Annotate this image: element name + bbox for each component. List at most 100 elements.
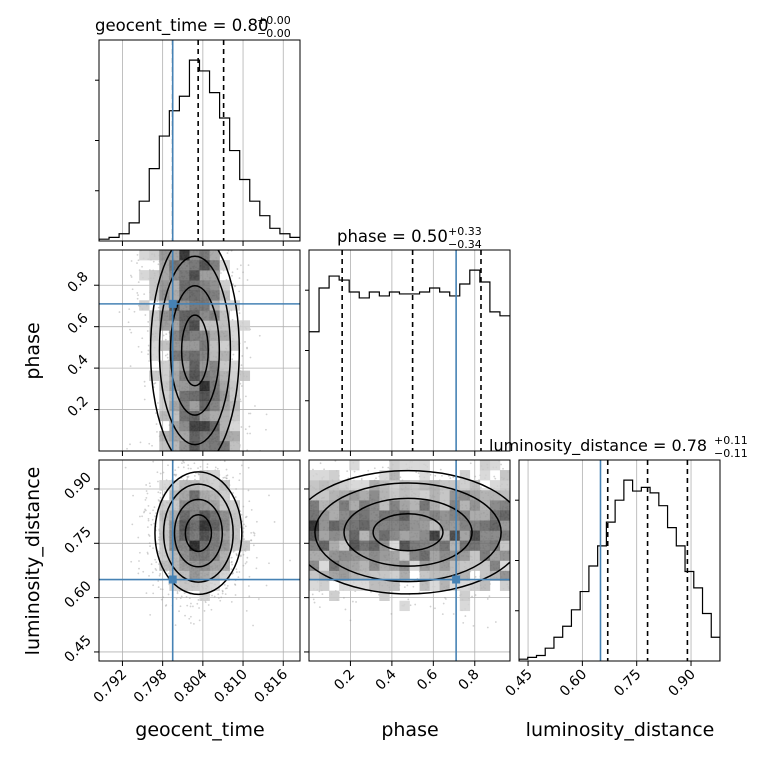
sample-point bbox=[190, 602, 192, 605]
sample-point bbox=[188, 617, 191, 620]
density-cell bbox=[179, 480, 190, 491]
density-cell bbox=[209, 560, 220, 571]
density-cell bbox=[219, 300, 230, 311]
title-phase-sup: +0.33 bbox=[448, 225, 482, 238]
density-cell bbox=[189, 390, 200, 402]
density-cell bbox=[209, 260, 220, 271]
sample-point bbox=[166, 353, 169, 356]
sample-point bbox=[216, 467, 219, 470]
sample-point bbox=[249, 432, 251, 435]
density-cell bbox=[199, 280, 210, 291]
sample-point bbox=[158, 574, 161, 577]
sample-point bbox=[129, 443, 131, 446]
density-cell bbox=[219, 400, 230, 412]
density-cell bbox=[199, 410, 210, 422]
density-cell bbox=[209, 280, 220, 291]
density-cell bbox=[219, 330, 230, 341]
sample-point bbox=[181, 462, 183, 465]
sample-point bbox=[182, 460, 184, 463]
sample-point bbox=[137, 294, 139, 297]
density-cell bbox=[219, 410, 230, 422]
density-cell bbox=[209, 340, 220, 351]
sample-point bbox=[238, 277, 241, 280]
sample-point bbox=[146, 552, 149, 555]
density-cell bbox=[169, 280, 180, 291]
density-cell bbox=[199, 310, 210, 321]
density-cell bbox=[189, 290, 200, 301]
sample-point bbox=[157, 550, 160, 553]
sample-point bbox=[203, 610, 206, 612]
density-cell bbox=[169, 540, 180, 551]
density-cell bbox=[199, 540, 210, 551]
density-cell bbox=[219, 510, 230, 521]
sample-point bbox=[247, 412, 250, 415]
sample-point bbox=[146, 492, 149, 495]
sample-point bbox=[240, 364, 243, 367]
sample-point bbox=[255, 520, 258, 523]
sample-point bbox=[221, 592, 224, 595]
sample-point bbox=[236, 554, 239, 557]
sample-point bbox=[152, 260, 155, 263]
axes-frame bbox=[98, 249, 301, 452]
sample-point bbox=[138, 551, 141, 554]
title-phase: phase = 0.50 +0.33 −0.34 bbox=[337, 225, 482, 251]
sample-point bbox=[129, 365, 132, 368]
sample-point bbox=[184, 614, 186, 617]
sample-point bbox=[152, 584, 155, 587]
density-cell bbox=[209, 350, 220, 361]
sample-point bbox=[161, 588, 164, 591]
density-cell bbox=[199, 590, 210, 601]
density-cell bbox=[199, 350, 210, 361]
density-cell bbox=[179, 400, 190, 412]
sample-point bbox=[193, 475, 196, 477]
y-tick-label: 0.60 bbox=[61, 578, 94, 611]
density-cell bbox=[159, 360, 170, 371]
sample-point bbox=[244, 525, 247, 528]
sample-point bbox=[157, 306, 160, 309]
sample-point bbox=[225, 468, 228, 471]
density-cell bbox=[159, 370, 170, 381]
title-geocent-time: geocent_time = 0.80 +0.00 −0.00 bbox=[95, 14, 291, 40]
sample-point bbox=[146, 330, 149, 332]
sample-point bbox=[231, 358, 234, 361]
sample-point bbox=[176, 591, 179, 593]
sample-point bbox=[174, 469, 177, 471]
density-cell bbox=[219, 520, 230, 531]
sample-point bbox=[150, 523, 153, 526]
sample-point bbox=[231, 271, 234, 274]
sample-point bbox=[145, 496, 148, 499]
density-cell bbox=[189, 580, 200, 591]
sample-point bbox=[147, 321, 150, 323]
density-cell bbox=[209, 470, 220, 481]
density-cell bbox=[179, 570, 190, 581]
density-cell bbox=[189, 340, 200, 351]
density-cell bbox=[229, 520, 240, 531]
sample-point bbox=[244, 516, 247, 519]
sample-point bbox=[136, 292, 139, 294]
density-cell bbox=[209, 410, 220, 422]
sample-point bbox=[204, 601, 207, 604]
density-cell bbox=[199, 500, 210, 511]
density-cell bbox=[179, 360, 190, 371]
density-cell bbox=[219, 290, 230, 301]
sample-point bbox=[230, 561, 233, 564]
sample-point bbox=[222, 476, 225, 479]
sample-point bbox=[144, 508, 146, 511]
density-cell bbox=[169, 370, 180, 381]
sample-point bbox=[154, 515, 156, 518]
contour-line bbox=[158, 255, 232, 446]
sample-point bbox=[159, 472, 162, 475]
density-cell bbox=[169, 330, 180, 341]
sample-point bbox=[151, 571, 154, 574]
sample-point bbox=[157, 491, 160, 494]
sample-point bbox=[240, 464, 243, 467]
x-tick-label: 0.792 bbox=[91, 667, 131, 707]
sample-point bbox=[148, 442, 151, 445]
density-cell bbox=[209, 580, 220, 591]
sample-point bbox=[139, 515, 141, 518]
sample-point bbox=[152, 547, 154, 549]
sample-point bbox=[206, 463, 209, 466]
sample-point bbox=[152, 509, 154, 512]
density-cell bbox=[149, 290, 160, 301]
density-cell bbox=[179, 430, 190, 442]
